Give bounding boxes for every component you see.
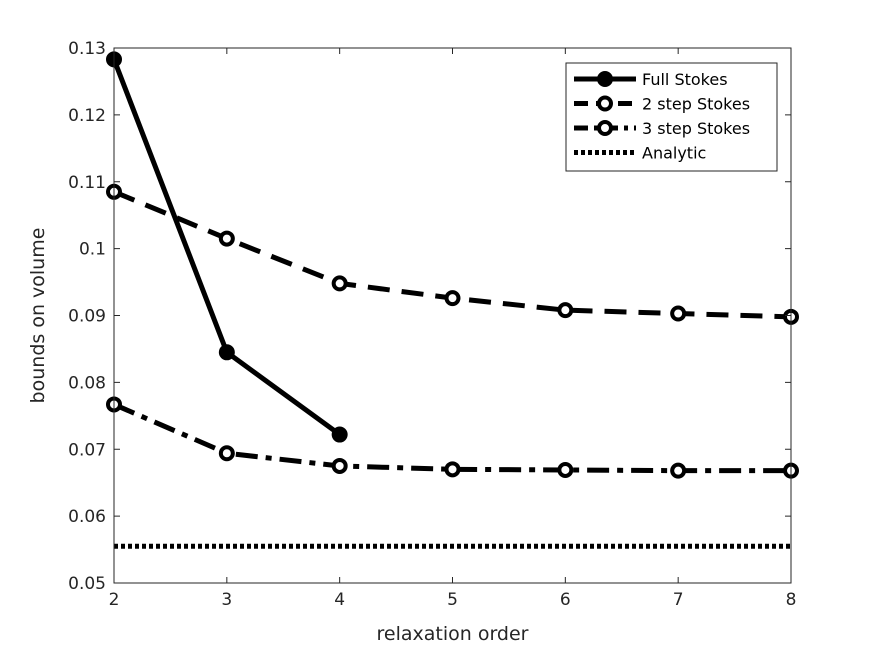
y-tick-label: 0.05 (68, 574, 106, 594)
y-axis-title: bounds on volume (27, 228, 49, 404)
legend-label: Analytic (642, 144, 706, 163)
series-1 (106, 183, 799, 325)
series-layer (106, 51, 799, 549)
legend-marker (597, 95, 613, 112)
x-axis-title: relaxation order (377, 623, 529, 645)
data-point (444, 461, 461, 478)
y-tick-label: 0.1 (79, 240, 106, 260)
x-tick-label: 7 (673, 590, 684, 610)
x-tick-label: 6 (560, 590, 571, 610)
legend: Full Stokes 2 step Stokes 3 step Stokes Ana… (565, 62, 778, 172)
legend-item-2: 3 step Stokes (574, 119, 750, 138)
data-point (331, 275, 348, 292)
data-point (218, 445, 235, 462)
legend-item-0: Full Stokes (574, 70, 728, 89)
data-point (218, 344, 235, 361)
legend-item-3: Analytic (574, 144, 706, 163)
legend-label: 3 step Stokes (642, 119, 750, 138)
axes: 2 3 4 5 6 7 8 0.05 0.06 0.07 0.08 0.09 0.1 0.11 0.12 0.… (68, 39, 796, 610)
legend-marker (597, 71, 613, 87)
y-tick-label: 0.12 (68, 106, 106, 126)
data-point (218, 230, 235, 247)
data-point (557, 302, 574, 319)
y-tick-label: 0.09 (68, 307, 106, 327)
x-tick-label: 8 (786, 590, 797, 610)
legend-label: Full Stokes (642, 70, 728, 89)
legend-label: 2 step Stokes (642, 95, 750, 114)
data-point (557, 461, 574, 478)
y-tick-label: 0.13 (68, 39, 106, 59)
series-0 (106, 51, 348, 443)
legend-marker (597, 120, 613, 136)
data-point (331, 457, 348, 474)
y-tick-label: 0.11 (68, 173, 106, 193)
x-tick-label: 2 (109, 590, 120, 610)
y-tick-label: 0.08 (68, 373, 106, 393)
data-point (331, 426, 348, 443)
x-tick-label: 3 (221, 590, 232, 610)
data-point (670, 305, 687, 322)
y-tick-label: 0.07 (68, 440, 106, 460)
y-tick-label: 0.06 (68, 507, 106, 527)
legend-item-1: 2 step Stokes (574, 95, 750, 114)
x-tick-label: 5 (447, 590, 458, 610)
data-point (670, 462, 687, 479)
data-point (444, 290, 461, 307)
x-tick-label: 4 (334, 590, 345, 610)
